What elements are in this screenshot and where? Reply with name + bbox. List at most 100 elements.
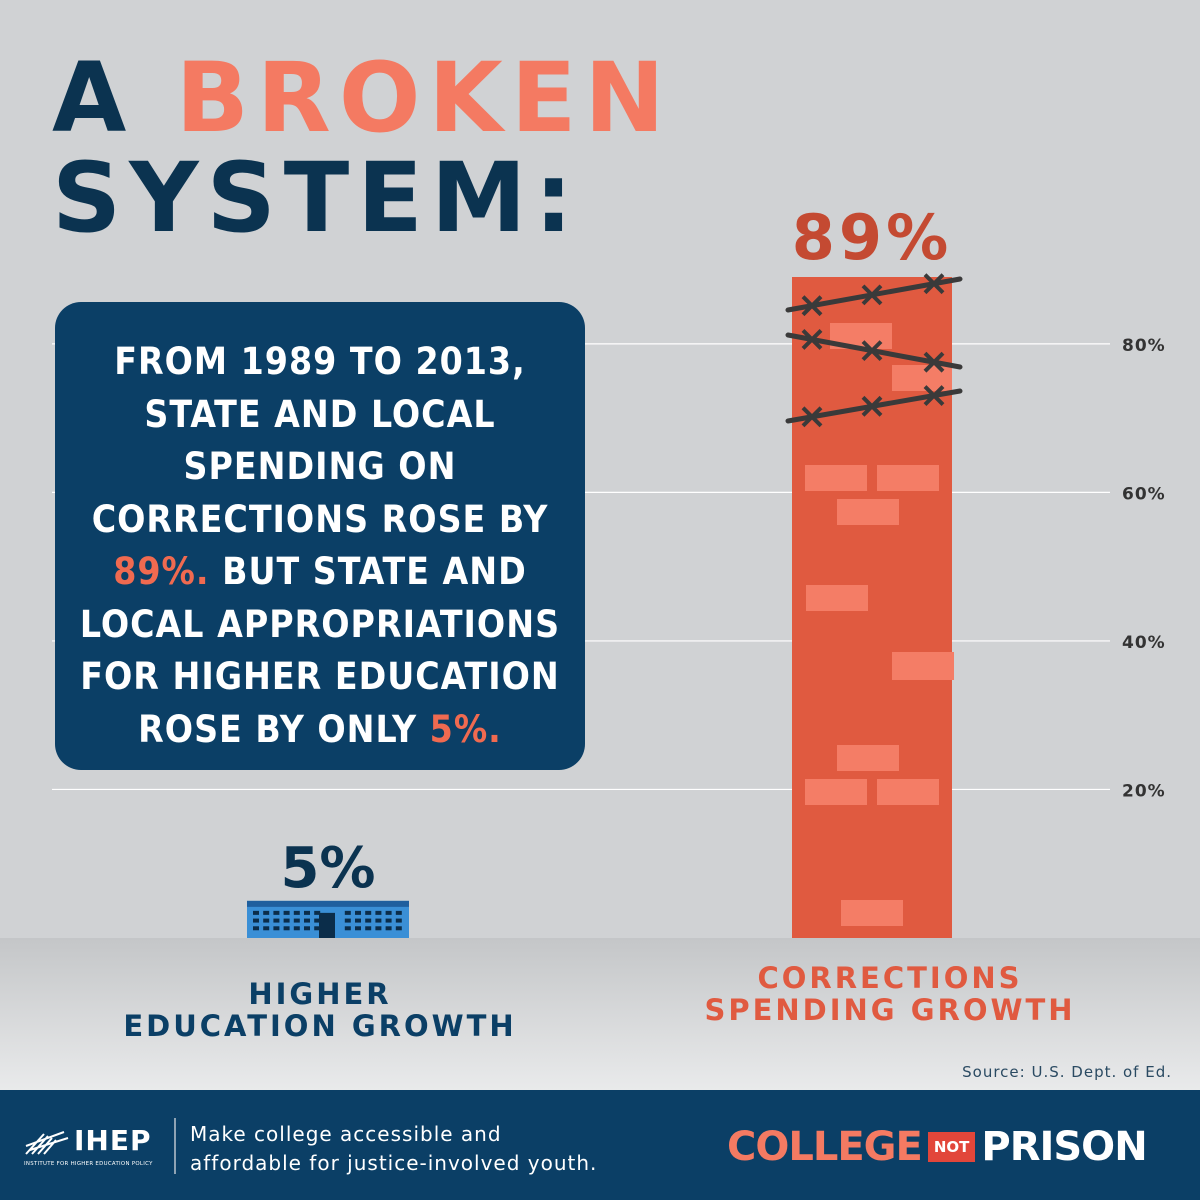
school-window <box>355 918 361 923</box>
school-window <box>263 926 270 931</box>
category-label-line: SPENDING GROWTH <box>704 993 1076 1027</box>
school-window <box>293 926 300 931</box>
barb-icon <box>861 395 883 417</box>
y-tick-label: 80% <box>1122 336 1166 356</box>
footer-tagline: Make college accessible and affordable f… <box>190 1120 597 1178</box>
category-label-higher-education: HIGHER EDUCATION GROWTH <box>120 978 520 1042</box>
brick-decoration <box>877 465 939 491</box>
y-tick-label: 40% <box>1122 633 1166 653</box>
barb-icon <box>801 295 823 317</box>
school-window <box>293 918 300 923</box>
brick-decoration <box>837 499 899 525</box>
title-line-1: A BROKEN <box>52 50 673 146</box>
callout-line-5-rest: BUT STATE AND <box>209 550 527 593</box>
callout-line-5: 89%. BUT STATE AND <box>73 546 567 599</box>
college-not-prison-logo: COLLEGE NOT PRISON <box>727 1124 1148 1170</box>
callout-line-8-text: ROSE BY ONLY <box>138 707 430 751</box>
brick-decoration <box>877 779 939 805</box>
callout-line-1: FROM 1989 TO 2013, <box>114 340 526 383</box>
logo-prison: PRISON <box>981 1124 1147 1170</box>
school-window <box>263 918 270 923</box>
school-window <box>395 918 402 923</box>
barb-icon <box>923 385 945 406</box>
school-window <box>375 910 382 915</box>
school-roof <box>247 900 409 907</box>
callout-line-8: ROSE BY ONLY 5%. <box>73 704 567 757</box>
school-window <box>273 918 280 923</box>
callout-line-7: FOR HIGHER EDUCATION <box>80 655 560 698</box>
category-label-line: CORRECTIONS <box>757 961 1023 995</box>
brick-decoration <box>806 585 868 611</box>
barb-icon <box>801 406 823 428</box>
footer-bar <box>0 1090 1200 1200</box>
barb-icon <box>923 351 945 373</box>
school-window <box>344 918 351 923</box>
school-window <box>293 910 300 915</box>
brick-decoration <box>837 745 899 771</box>
school-window <box>263 910 270 915</box>
brick-decoration <box>841 900 903 926</box>
callout-highlight-5: 5%. <box>429 707 502 751</box>
school-window <box>395 910 402 915</box>
tagline-line-2: affordable for justice-involved youth. <box>190 1151 598 1175</box>
ihep-logo-text: IHEP <box>74 1124 152 1157</box>
y-tick-label: 60% <box>1122 484 1166 504</box>
barb-icon <box>861 284 883 306</box>
school-window <box>273 926 280 931</box>
school-window <box>365 910 372 915</box>
category-label-line: HIGHER <box>248 977 392 1011</box>
callout-box: FROM 1989 TO 2013, STATE AND LOCAL SPEND… <box>55 302 585 770</box>
school-door <box>319 912 335 938</box>
school-window <box>253 918 259 923</box>
title-accent: BROKEN <box>175 42 673 154</box>
value-label-corrections: 89% <box>792 201 952 274</box>
school-window <box>375 926 382 931</box>
brick-decoration <box>805 779 867 805</box>
callout-line-6: LOCAL APPROPRIATIONS <box>79 602 561 646</box>
barb-icon <box>923 273 945 295</box>
school-window <box>314 926 321 931</box>
category-label-corrections: CORRECTIONS SPENDING GROWTH <box>690 962 1090 1026</box>
value-label-higher-education: 5% <box>280 836 375 901</box>
school-window <box>253 910 259 915</box>
school-window <box>314 918 321 923</box>
ihep-logo-subtitle: INSTITUTE FOR HIGHER EDUCATION POLICY <box>24 1161 153 1167</box>
school-window <box>304 918 310 923</box>
school-window <box>365 918 372 923</box>
school-window <box>304 926 310 931</box>
tagline-line-1: Make college accessible and <box>190 1122 502 1146</box>
callout-highlight-89: 89%. <box>113 550 210 593</box>
callout-line-3: SPENDING ON <box>183 445 457 488</box>
footer-divider <box>174 1118 176 1174</box>
barb-icon <box>861 340 883 362</box>
school-window <box>314 910 321 915</box>
school-window <box>395 926 402 931</box>
title-line-2: SYSTEM: <box>52 142 581 254</box>
callout-line-4: CORRECTIONS ROSE BY <box>91 497 549 541</box>
school-window <box>385 918 392 923</box>
school-window <box>385 910 392 915</box>
school-window <box>385 926 392 931</box>
title-prefix: A <box>52 42 176 154</box>
logo-not: NOT <box>927 1132 976 1162</box>
school-window <box>355 926 361 931</box>
school-window <box>283 918 290 923</box>
source-note: Source: U.S. Dept. of Ed. <box>962 1063 1172 1081</box>
school-window <box>355 910 361 915</box>
school-window <box>375 918 382 923</box>
category-label-line: EDUCATION GROWTH <box>123 1009 517 1043</box>
bar-higher-education <box>247 900 409 938</box>
barb-icon <box>801 329 823 350</box>
brick-decoration <box>805 465 867 491</box>
callout-line-2: STATE AND LOCAL <box>144 392 496 436</box>
school-window <box>283 926 290 931</box>
school-window <box>344 910 351 915</box>
school-window <box>365 926 372 931</box>
ground-band <box>0 938 1200 1090</box>
school-window <box>344 926 351 931</box>
school-window <box>253 926 259 931</box>
school-window <box>283 910 290 915</box>
logo-college: COLLEGE <box>727 1124 923 1170</box>
school-window <box>304 910 310 915</box>
school-window <box>273 910 280 915</box>
